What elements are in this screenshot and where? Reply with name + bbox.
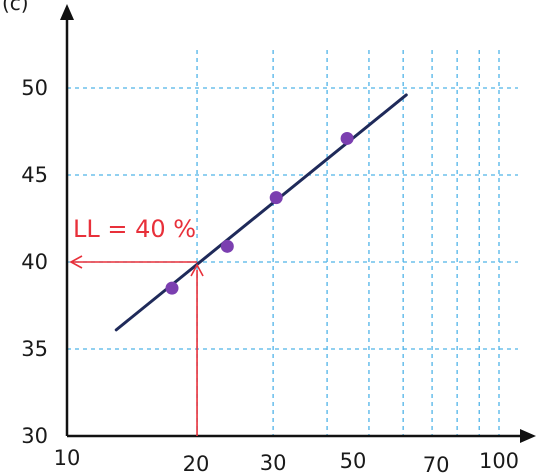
annotation-up-arrowhead (190, 263, 204, 277)
annotation-left-arrowhead (69, 255, 83, 269)
panel-label: (c) (2, 0, 29, 15)
y-tick-label: 45 (21, 163, 48, 187)
x-tick-label: 50 (340, 449, 367, 473)
y-tick-label: 30 (21, 424, 48, 448)
data-point (269, 191, 283, 205)
annotation-layer: LL = 40 % (69, 215, 204, 436)
data-point (165, 281, 179, 295)
x-axis-arrow (520, 429, 536, 443)
x-tick-label: 100 (479, 449, 519, 473)
annotation-label: LL = 40 % (73, 215, 196, 243)
x-tick-label: 70 (423, 453, 450, 476)
data-point (340, 131, 354, 145)
data-points-layer (165, 131, 354, 295)
x-tick-label: 30 (260, 451, 287, 475)
x-tick-label: 20 (183, 452, 210, 476)
x-tick-label: 10 (54, 446, 81, 470)
fit-line-layer (114, 93, 408, 332)
grid-layer (67, 50, 518, 436)
y-tick-label: 50 (21, 76, 48, 100)
data-point (220, 239, 234, 253)
tick-label-layer: 30 35 40 45 50 10 20 30 50 70 100 (c) (2, 0, 519, 476)
y-tick-label: 40 (21, 250, 48, 274)
axes-layer (60, 4, 536, 443)
best-fit-line (114, 93, 408, 332)
y-axis-arrow (60, 4, 74, 20)
y-tick-label: 35 (21, 337, 48, 361)
